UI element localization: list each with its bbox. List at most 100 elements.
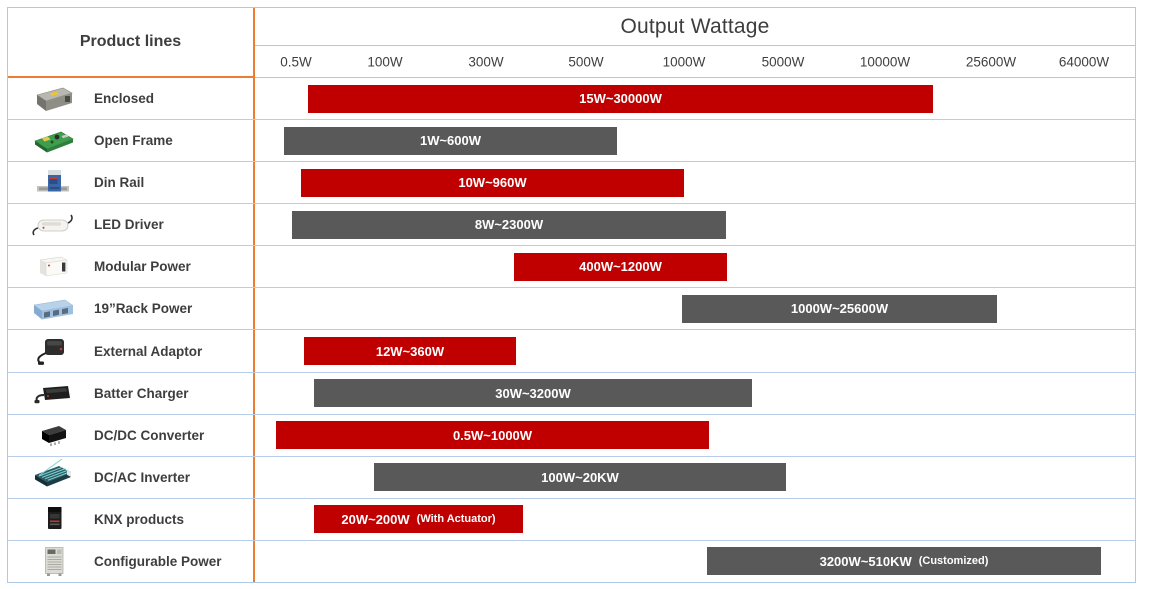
product-label: Configurable Power (94, 553, 222, 569)
product-cell: Din Rail (8, 162, 255, 204)
bar-range-label: 400W~1200W (579, 259, 662, 275)
bar-cell: 30W~3200W (255, 373, 1135, 414)
product-label: DC/DC Converter (94, 427, 205, 443)
product-lines-header: Product lines (8, 8, 255, 78)
table-row: Configurable Power 3200W~510KW (Customiz… (8, 540, 1135, 582)
bar-cell: 1000W~25600W (255, 288, 1135, 329)
axis-tick-label: 500W (568, 54, 604, 69)
product-cell: DC/DC Converter (8, 414, 255, 456)
bar-range-label: 30W~3200W (495, 385, 571, 401)
wattage-range-bar: 8W~2300W (292, 210, 726, 239)
bar-cell: 20W~200W (With Actuator) (255, 499, 1135, 540)
table-row: DC/DC Converter 0.5W~1000W (8, 414, 1135, 457)
led-driver-icon (28, 207, 78, 243)
external-adaptor-icon (28, 333, 78, 369)
product-label: LED Driver (94, 217, 164, 233)
bar-cell: 100W~20KW (255, 457, 1135, 498)
axis-title: Output Wattage (620, 14, 770, 38)
bar-range-label: 10W~960W (458, 175, 527, 191)
bar-range-label: 1W~600W (419, 133, 482, 149)
axis-tick-label: 100W (367, 54, 403, 69)
wattage-range-bar: 10W~960W (301, 168, 684, 197)
wattage-range-bar: 3200W~510KW (Customized) (707, 547, 1101, 576)
product-label: Modular Power (94, 259, 191, 275)
bar-range-label: 3200W~510KW (819, 553, 912, 569)
table-row: DC/AC Inverter 100W~20KW (8, 456, 1135, 499)
product-cell: 19”Rack Power (8, 288, 255, 330)
axis-title-cell: Output Wattage (255, 8, 1135, 46)
wattage-range-bar: 30W~3200W (314, 379, 752, 408)
table-row: Din Rail 10W~960W (8, 162, 1135, 205)
product-cell: LED Driver (8, 204, 255, 246)
product-cell: Modular Power (8, 246, 255, 288)
axis-tick-label: 25600W (965, 54, 1017, 69)
product-cell: DC/AC Inverter (8, 456, 255, 498)
din-rail-icon (28, 165, 78, 201)
axis-tick-label: 64000W (1058, 54, 1110, 69)
bar-note-label: (Customized) (918, 555, 989, 568)
bar-range-label: 15W~30000W (579, 91, 662, 107)
bar-cell: 1W~600W (255, 120, 1135, 161)
chart-table: Product lines Output Wattage 0.5W 100W 300… (7, 7, 1136, 583)
table-row: 19”Rack Power 1000W~25600W (8, 288, 1135, 331)
product-cell: Enclosed (8, 78, 255, 120)
bar-cell: 15W~30000W (255, 78, 1135, 119)
bar-range-label: 0.5W~1000W (452, 427, 533, 443)
modular-power-icon (28, 249, 78, 285)
product-label: Open Frame (94, 133, 173, 149)
product-label: KNX products (94, 511, 185, 527)
wattage-range-bar: 20W~200W (With Actuator) (314, 505, 523, 534)
wattage-range-bar: 0.5W~1000W (276, 421, 709, 450)
axis-ticks: 0.5W 100W 300W 500W 1000W 5000W 10000W 25600W 64… (255, 46, 1135, 78)
product-cell: Open Frame (8, 120, 255, 162)
table-row: LED Driver 8W~2300W (8, 204, 1135, 247)
table-row: Enclosed 15W~30000W (8, 78, 1135, 121)
open-frame-icon (28, 123, 78, 159)
header-row: Product lines Output Wattage 0.5W 100W 300… (8, 8, 1135, 78)
table-row: External Adaptor 12W~360W (8, 330, 1135, 373)
configurable-power-icon (28, 543, 78, 579)
bar-cell: 10W~960W (255, 162, 1135, 203)
battery-charger-icon (28, 375, 78, 411)
axis-tick-label: 10000W (859, 54, 911, 69)
product-label: Din Rail (94, 175, 145, 191)
enclosed-icon (28, 81, 78, 117)
bar-range-label: 8W~2300W (474, 217, 544, 233)
product-label: DC/AC Inverter (94, 469, 191, 485)
dcac-inverter-icon (28, 459, 78, 495)
table-row: Modular Power 400W~1200W (8, 246, 1135, 289)
product-label: Batter Charger (94, 385, 189, 401)
rack-power-icon (28, 291, 78, 327)
bar-cell: 8W~2300W (255, 204, 1135, 245)
axis-tick-label: 300W (468, 54, 504, 69)
product-label: 19”Rack Power (94, 301, 193, 317)
bar-range-label: 12W~360W (375, 343, 445, 359)
axis-tick-label: 0.5W (280, 54, 312, 69)
bar-range-label: 100W~20KW (541, 469, 619, 485)
bar-note-label: (With Actuator) (416, 513, 496, 526)
bar-cell: 12W~360W (255, 330, 1135, 371)
dcdc-converter-icon (28, 417, 78, 453)
product-label: External Adaptor (94, 343, 203, 359)
bar-range-label: 1000W~25600W (790, 301, 889, 317)
product-cell: KNX products (8, 498, 255, 540)
bar-cell: 3200W~510KW (Customized) (255, 541, 1135, 582)
rows: Enclosed 15W~30000W Open Frame 1W~600W D… (8, 78, 1135, 582)
table-row: Batter Charger 30W~3200W (8, 372, 1135, 415)
product-cell: Batter Charger (8, 372, 255, 414)
axis-tick-label: 5000W (761, 54, 805, 69)
product-cell: External Adaptor (8, 330, 255, 372)
wattage-range-bar: 400W~1200W (514, 252, 727, 281)
wattage-range-bar: 15W~30000W (308, 84, 933, 113)
product-lines-label: Product lines (79, 33, 182, 50)
wattage-range-bar: 1000W~25600W (682, 294, 997, 323)
table-row: KNX products 20W~200W (With Actuator) (8, 498, 1135, 541)
product-cell: Configurable Power (8, 540, 255, 582)
bar-cell: 0.5W~1000W (255, 415, 1135, 456)
wattage-range-bar: 12W~360W (304, 337, 516, 365)
knx-icon (28, 501, 78, 537)
bar-range-label: 20W~200W (341, 511, 410, 527)
wattage-range-bar: 1W~600W (284, 126, 617, 155)
wattage-range-bar: 100W~20KW (374, 463, 786, 492)
